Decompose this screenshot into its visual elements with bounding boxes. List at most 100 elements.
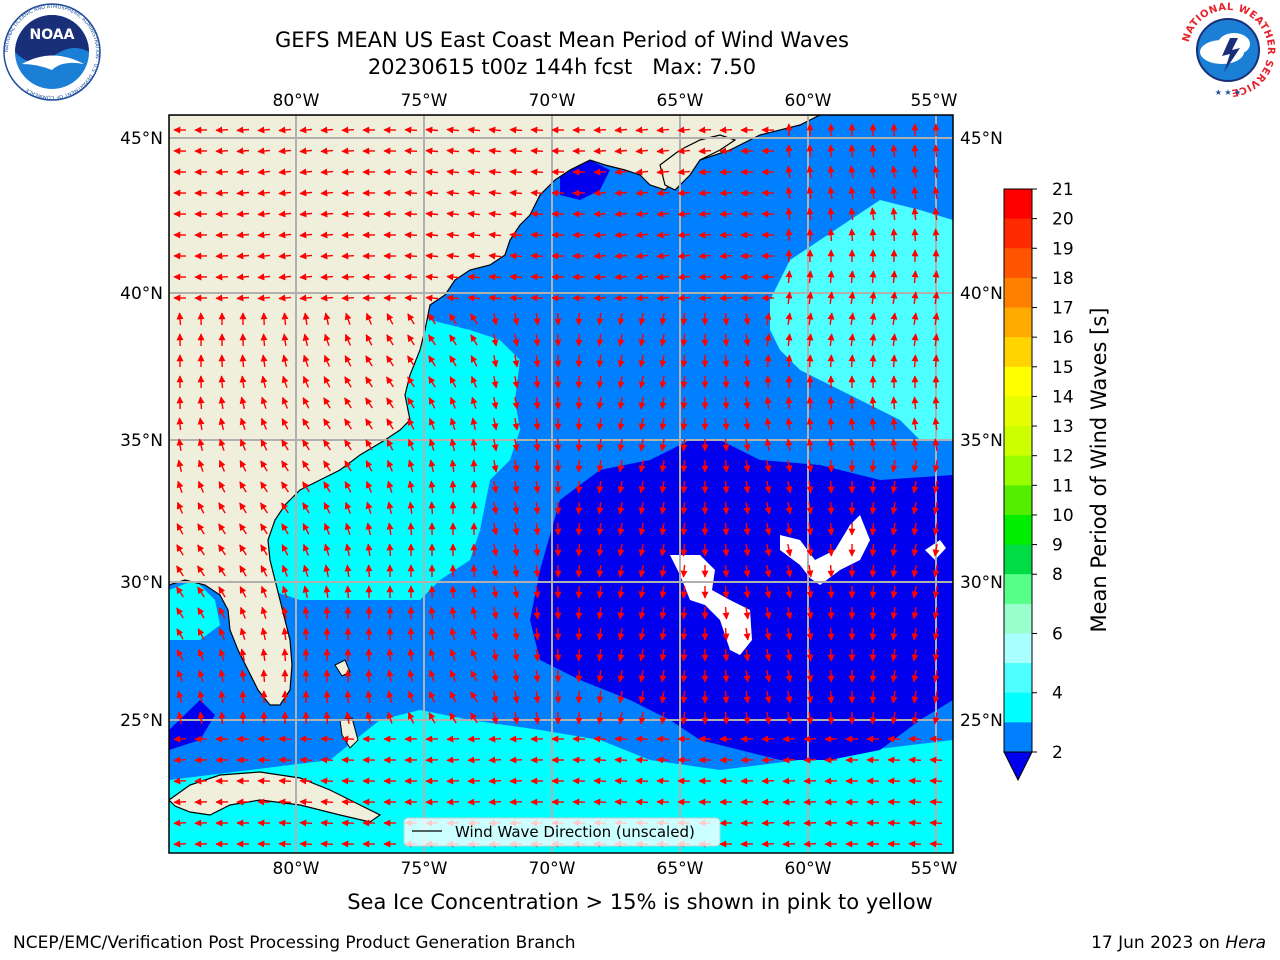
direction-arrow [302, 375, 310, 388]
direction-arrow [656, 231, 670, 239]
direction-arrow [596, 691, 604, 704]
direction-arrow [320, 273, 334, 281]
direction-arrow [827, 144, 835, 158]
direction-arrow [218, 627, 226, 640]
direction-arrow [911, 333, 919, 347]
direction-arrow [533, 480, 541, 494]
direction-arrow [320, 756, 334, 764]
direction-arrow [698, 147, 712, 155]
direction-arrow [911, 585, 919, 599]
direction-arrow [638, 438, 646, 452]
direction-arrow [428, 417, 436, 430]
lon-label-bottom: 70°W [529, 859, 576, 879]
direction-arrow [281, 460, 289, 472]
lon-label-bottom: 75°W [401, 859, 448, 879]
direction-arrow [722, 627, 730, 641]
direction-arrow [677, 126, 691, 134]
direction-arrow [932, 480, 940, 494]
direction-arrow [470, 585, 478, 599]
direction-arrow [323, 333, 331, 346]
direction-arrow [407, 711, 415, 724]
direction-arrow [929, 777, 943, 785]
direction-arrow [743, 690, 751, 704]
direction-arrow [176, 438, 184, 452]
direction-arrow [827, 459, 835, 473]
direction-arrow [512, 690, 520, 704]
direction-arrow [635, 189, 649, 197]
direction-arrow [323, 418, 331, 430]
direction-arrow [341, 273, 355, 281]
direction-arrow [869, 585, 877, 599]
direction-arrow [425, 210, 439, 218]
direction-arrow [617, 375, 625, 389]
direction-arrow [659, 690, 667, 704]
direction-arrow [386, 648, 394, 662]
direction-arrow [764, 333, 772, 347]
direction-arrow [260, 606, 268, 619]
colorbar-tick-label: 14 [1052, 387, 1074, 407]
direction-arrow [677, 168, 691, 176]
direction-arrow [677, 147, 691, 155]
direction-arrow [659, 333, 667, 347]
direction-arrow [530, 210, 544, 218]
direction-arrow [449, 669, 457, 682]
no-data-patch [780, 515, 870, 585]
direction-arrow [827, 417, 835, 430]
direction-arrow [449, 355, 457, 367]
direction-arrow [215, 210, 229, 218]
direction-arrow [680, 480, 688, 494]
direction-arrow [932, 543, 940, 557]
direction-arrow [449, 712, 457, 724]
direction-arrow [617, 627, 625, 641]
direction-arrow [806, 606, 814, 620]
noaa-logo-icon: NOAA NATIONAL OCEANIC AND ATMOSPHERIC AD… [3, 3, 101, 101]
direction-arrow [491, 438, 499, 452]
direction-arrow [722, 522, 730, 536]
direction-arrow [908, 735, 922, 743]
colorbar-label: Mean Period of Wind Waves [s] [1087, 308, 1111, 633]
ice-note: Sea Ice Concentration > 15% is shown in … [347, 890, 933, 914]
direction-arrow [344, 418, 352, 430]
direction-arrow [176, 459, 184, 472]
direction-arrow [659, 480, 667, 494]
direction-arrow [341, 126, 355, 134]
direction-arrow [761, 819, 775, 827]
direction-arrow [827, 312, 835, 326]
direction-arrow [782, 735, 796, 743]
direction-arrow [575, 606, 583, 620]
direction-arrow [173, 840, 187, 848]
direction-arrow [869, 291, 877, 304]
direction-arrow [176, 565, 184, 577]
direction-arrow [260, 585, 268, 598]
direction-arrow [449, 334, 457, 346]
direction-arrow [491, 501, 499, 515]
direction-arrow [677, 273, 691, 281]
direction-arrow [785, 165, 793, 178]
direction-arrow [890, 186, 898, 200]
direction-arrow [281, 648, 289, 662]
direction-arrow [488, 294, 502, 302]
direction-arrow [512, 396, 520, 410]
colorbar-tick-label: 18 [1052, 269, 1074, 289]
colorbar-segment [1004, 307, 1032, 338]
direction-arrow [470, 313, 478, 325]
direction-arrow [404, 294, 418, 302]
direction-arrow [491, 606, 499, 620]
direction-arrow [617, 396, 625, 410]
lat-label-left: 35°N [120, 431, 163, 451]
direction-arrow [218, 523, 226, 535]
colorbar-tick-label: 12 [1052, 447, 1074, 467]
direction-arrow [239, 354, 247, 368]
colorbar-segment [1004, 574, 1032, 605]
direction-arrow [176, 607, 184, 619]
direction-arrow [635, 294, 649, 302]
direction-arrow [890, 627, 898, 641]
direction-arrow [596, 376, 604, 389]
direction-arrow [575, 564, 583, 578]
direction-arrow [323, 460, 331, 472]
direction-arrow [806, 627, 814, 641]
direction-arrow [911, 459, 919, 473]
direction-arrow [449, 459, 457, 472]
direction-arrow [782, 798, 796, 806]
map-legend: Wind Wave Direction (unscaled) [403, 817, 721, 847]
